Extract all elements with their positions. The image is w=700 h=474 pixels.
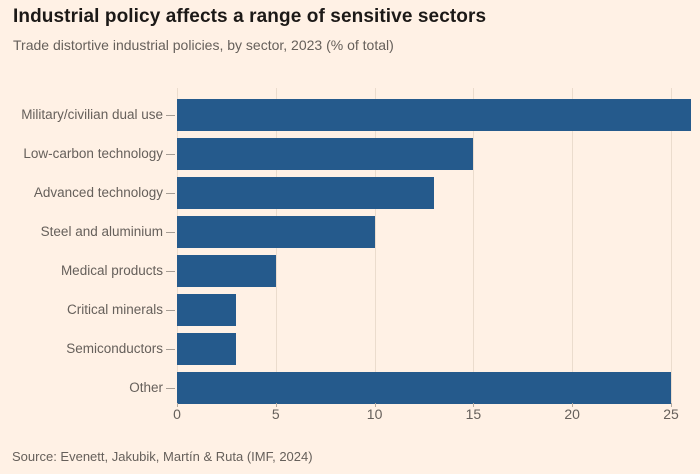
- category-tick-mark: [166, 232, 175, 234]
- bar-row: Advanced technology: [0, 177, 700, 209]
- bar: [177, 255, 276, 287]
- x-tick-label: 20: [564, 406, 580, 422]
- x-tick-label: 25: [663, 406, 679, 422]
- x-tick-label: 5: [271, 406, 280, 422]
- bar: [177, 216, 375, 248]
- x-tick-label: 15: [465, 406, 482, 422]
- category-label: Semiconductors: [66, 341, 163, 357]
- axis-tick-mark: [275, 403, 277, 407]
- source-note: Source: Evenett, Jakubik, Martín & Ruta …: [12, 449, 313, 464]
- bar: [177, 138, 474, 170]
- bar-row: Military/civilian dual use: [0, 99, 700, 131]
- bar-row: Medical products: [0, 255, 700, 287]
- bar-row: Other: [0, 372, 700, 404]
- category-tick-mark: [166, 310, 175, 312]
- bar: [177, 177, 434, 209]
- bar-row: Semiconductors: [0, 333, 700, 365]
- x-tick-label: 10: [366, 406, 383, 422]
- axis-tick-mark: [671, 403, 672, 407]
- gridline: [473, 88, 475, 403]
- category-label: Steel and aluminium: [40, 224, 163, 240]
- axis-tick-mark: [572, 403, 574, 407]
- bar: [177, 294, 237, 326]
- category-label: Critical minerals: [66, 302, 163, 318]
- bar-row: Critical minerals: [0, 294, 700, 326]
- bar: [177, 372, 671, 404]
- category-label: Low-carbon technology: [23, 146, 163, 162]
- x-tick-label: 0: [173, 406, 181, 422]
- axis-tick-mark: [473, 403, 475, 407]
- axis-tick-mark: [374, 403, 376, 407]
- category-tick-mark: [166, 271, 175, 273]
- chart-subtitle: Trade distortive industrial policies, by…: [13, 37, 394, 53]
- bar-row: Low-carbon technology: [0, 138, 700, 170]
- gridline: [374, 88, 376, 403]
- bar-row: Steel and aluminium: [0, 216, 700, 248]
- category-tick-mark: [166, 349, 175, 351]
- category-label: Other: [129, 380, 163, 396]
- category-tick-mark: [166, 154, 175, 156]
- axis-tick-mark: [177, 403, 178, 407]
- bar: [177, 99, 691, 131]
- gridline: [671, 88, 672, 403]
- category-label: Medical products: [60, 263, 163, 279]
- category-label: Military/civilian dual use: [21, 107, 163, 122]
- gridline: [572, 88, 574, 403]
- chart-title: Industrial policy affects a range of sen…: [13, 6, 487, 27]
- category-label: Advanced technology: [33, 185, 163, 201]
- category-tick-mark: [166, 193, 175, 195]
- category-tick-mark: [166, 115, 175, 116]
- bar: [177, 333, 237, 365]
- category-tick-mark: [166, 388, 175, 390]
